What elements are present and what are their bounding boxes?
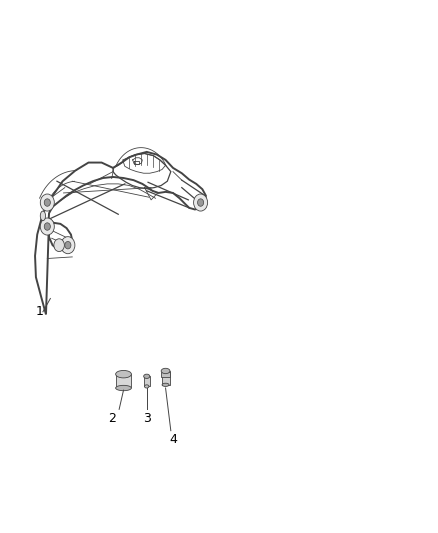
- Polygon shape: [116, 374, 131, 387]
- Text: 1: 1: [35, 305, 43, 318]
- Ellipse shape: [145, 385, 149, 388]
- Polygon shape: [162, 371, 170, 385]
- Circle shape: [40, 218, 54, 235]
- Circle shape: [44, 199, 50, 206]
- Circle shape: [54, 239, 64, 252]
- Ellipse shape: [161, 368, 170, 374]
- Ellipse shape: [116, 385, 131, 391]
- Polygon shape: [161, 372, 170, 377]
- Circle shape: [40, 194, 54, 211]
- Text: 4: 4: [169, 433, 177, 446]
- Circle shape: [65, 241, 71, 249]
- Ellipse shape: [162, 383, 169, 386]
- Ellipse shape: [116, 370, 131, 378]
- Polygon shape: [144, 376, 150, 386]
- Circle shape: [61, 237, 75, 254]
- Circle shape: [194, 194, 208, 211]
- Text: 2: 2: [108, 412, 116, 425]
- Ellipse shape: [144, 374, 150, 378]
- Ellipse shape: [40, 211, 46, 221]
- Circle shape: [198, 199, 204, 206]
- Text: 3: 3: [143, 412, 151, 425]
- Circle shape: [44, 223, 50, 230]
